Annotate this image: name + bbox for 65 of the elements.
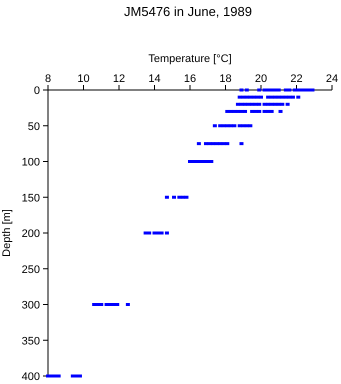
x-tick-label: 16 [184, 73, 196, 85]
point [270, 110, 274, 113]
y-tick-label: 0 [34, 85, 40, 97]
x-tick-label: 12 [112, 73, 126, 85]
point [292, 88, 297, 92]
point [232, 124, 236, 128]
x-tick-label: 22 [290, 73, 303, 85]
point [160, 232, 164, 234]
y-tick-label: 350 [22, 335, 40, 348]
y-tick-label: 200 [22, 228, 40, 240]
point [212, 124, 217, 128]
point [278, 110, 283, 113]
point [56, 374, 61, 378]
point [209, 160, 214, 163]
y-tick-label: 100 [22, 156, 40, 168]
point [78, 374, 82, 378]
point [172, 196, 176, 199]
y-tick-label: 150 [22, 192, 40, 204]
point [257, 102, 262, 106]
point [225, 142, 230, 146]
x-tick-label: 14 [148, 73, 161, 85]
y-tick-label: 400 [22, 371, 40, 383]
x-tick-label: 10 [77, 73, 90, 85]
point [147, 232, 152, 234]
point [290, 96, 295, 99]
point [286, 102, 290, 106]
x-tick-label: 18 [219, 73, 232, 85]
point [96, 303, 100, 306]
point [239, 142, 244, 146]
point [222, 124, 226, 128]
x-tick-label: 20 [254, 73, 268, 85]
point [257, 110, 262, 113]
point [276, 88, 281, 92]
point [296, 96, 300, 99]
x-tick-label: 8 [44, 73, 52, 85]
point [310, 88, 314, 92]
point [273, 88, 278, 92]
chart-title: JM5476 in June, 1989 [124, 4, 252, 19]
point [238, 96, 242, 99]
point [196, 142, 201, 146]
point [115, 303, 120, 306]
point [164, 196, 169, 199]
point [126, 303, 130, 306]
point [99, 303, 104, 306]
point [259, 96, 263, 99]
point [273, 102, 278, 106]
point [202, 160, 206, 163]
point [248, 124, 252, 128]
point [287, 88, 292, 92]
y-tick-label: 250 [22, 264, 40, 276]
point [184, 196, 188, 199]
point [257, 88, 262, 92]
y-tick-label: 300 [22, 300, 40, 312]
point [238, 124, 242, 128]
point [244, 88, 249, 92]
point [280, 102, 284, 106]
x-axis-title: Temperature [°C] [148, 53, 232, 65]
point [239, 88, 244, 92]
point [222, 142, 226, 146]
point [273, 96, 278, 99]
y-tick-label: 50 [28, 120, 40, 133]
y-axis-title: Depth [m] [1, 209, 13, 257]
x-tick-label: 24 [326, 73, 338, 85]
point [164, 232, 169, 234]
point [243, 110, 248, 113]
